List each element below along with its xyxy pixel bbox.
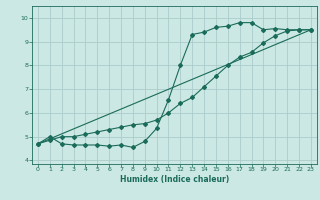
X-axis label: Humidex (Indice chaleur): Humidex (Indice chaleur) xyxy=(120,175,229,184)
